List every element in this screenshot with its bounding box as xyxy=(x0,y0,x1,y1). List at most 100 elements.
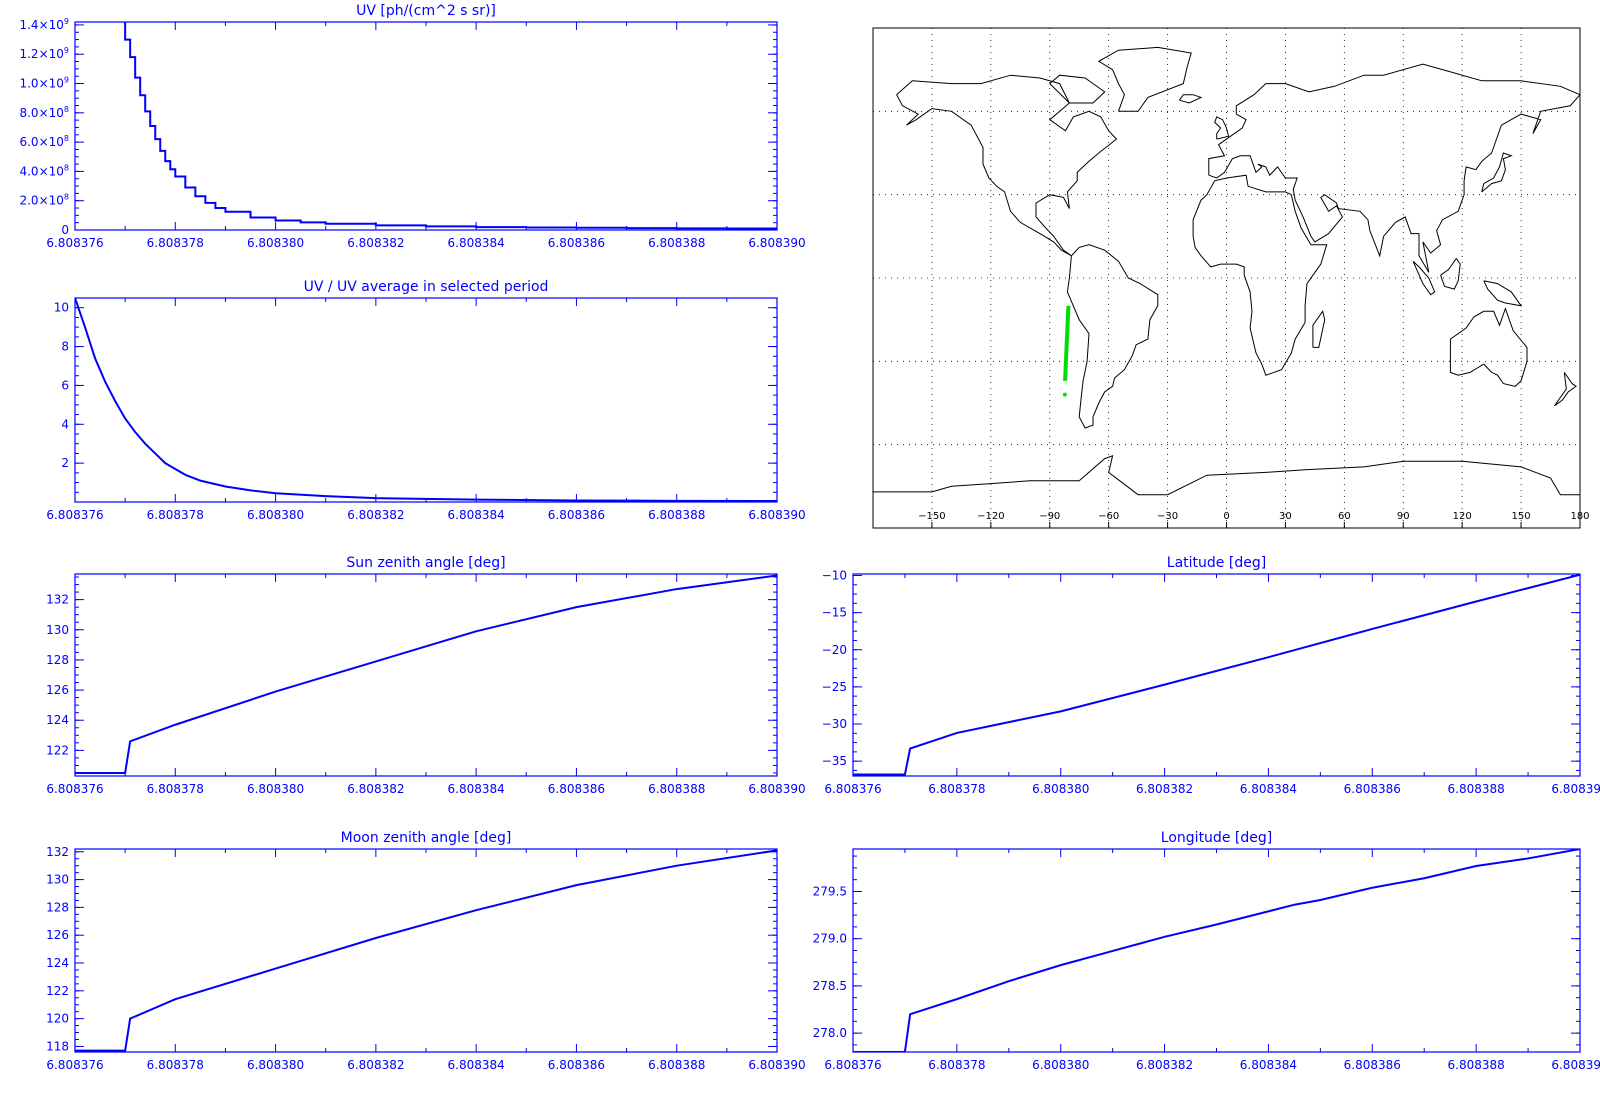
series-line xyxy=(75,298,777,502)
continent-north-america xyxy=(896,74,1118,257)
chart-title: Longitude [deg] xyxy=(1161,830,1272,846)
x-tick-label: 6.808378 xyxy=(147,236,204,250)
x-tick-label: 6.808388 xyxy=(648,782,705,796)
y-tick-label: 6.0×108 xyxy=(19,134,69,149)
chart-uvratio: UV / UV average in selected period 6.8083… xyxy=(46,279,805,522)
x-tick-label: 6.808386 xyxy=(548,1058,605,1072)
series-line xyxy=(853,849,1580,1052)
continent-new-zealand xyxy=(1554,372,1577,407)
map-lon-tick-label: 120 xyxy=(1453,511,1472,522)
continent-antarctica xyxy=(873,455,1580,496)
continent-sumatra xyxy=(1412,260,1436,296)
x-tick-label: 6.808382 xyxy=(347,236,404,250)
y-tick-label: 124 xyxy=(46,956,69,970)
x-tick-label: 6.808378 xyxy=(928,1058,985,1072)
y-tick-label: 278.5 xyxy=(813,979,847,993)
x-tick-label: 6.808388 xyxy=(648,508,705,522)
chart-sza: Sun zenith angle [deg] 6.808376 6.808378 6.… xyxy=(46,555,806,796)
y-tick-label: 2 xyxy=(61,456,69,470)
x-tick-label: 6.808386 xyxy=(548,508,605,522)
y-tick-label: 2.0×108 xyxy=(19,193,69,208)
satellite-track xyxy=(1063,305,1071,381)
y-tick-label: 132 xyxy=(46,593,69,607)
chart-lon: Longitude [deg] 6.808376 6.808378 6.808380 6… xyxy=(813,830,1600,1072)
y-tick-label: 1.2×109 xyxy=(19,46,69,61)
y-tick-label: 1.4×109 xyxy=(19,17,69,32)
y-tick-label: 8.0×108 xyxy=(19,105,69,120)
continent-eurasia xyxy=(1208,63,1581,273)
y-tick-label: 279.0 xyxy=(813,932,847,946)
x-tick-label: 6.808390 xyxy=(748,508,805,522)
map-frame xyxy=(872,27,1581,529)
continent-iceland xyxy=(1178,94,1203,104)
map-lon-tick-label: 30 xyxy=(1279,511,1292,522)
continent-uk xyxy=(1214,116,1230,140)
x-tick-label: 6.808388 xyxy=(648,1058,705,1072)
map-lon-tick-label: 180 xyxy=(1570,511,1589,522)
x-tick-label: 6.808384 xyxy=(448,508,505,522)
x-tick-label: 6.808386 xyxy=(1344,1058,1401,1072)
x-tick-label: 6.808376 xyxy=(46,1058,103,1072)
y-tick-label: 278.0 xyxy=(813,1026,847,1040)
y-tick-label: 122 xyxy=(46,743,69,757)
plot-frame xyxy=(852,848,1581,1053)
x-tick-label: 6.808390 xyxy=(748,236,805,250)
map-lon-tick-label: −150 xyxy=(918,511,945,522)
plot-frame xyxy=(74,573,778,777)
chart-mza: Moon zenith angle [deg] 6.808376 6.808378 6… xyxy=(46,830,806,1072)
y-tick-label: 6 xyxy=(61,378,69,392)
continent-africa xyxy=(1192,174,1328,376)
plot-frame xyxy=(852,573,1581,777)
y-tick-label: −10 xyxy=(822,568,847,582)
x-tick-label: 6.808380 xyxy=(247,236,304,250)
x-tick-label: 6.808382 xyxy=(1136,1058,1193,1072)
x-tick-label: 6.808384 xyxy=(1240,1058,1297,1072)
map-lon-tick-label: −60 xyxy=(1098,511,1119,522)
x-tick-label: 6.808376 xyxy=(46,236,103,250)
continent-greenland xyxy=(1097,46,1192,112)
continent-new-guinea xyxy=(1483,280,1523,307)
y-tick-label: −35 xyxy=(822,754,847,768)
y-tick-label: 130 xyxy=(46,873,69,887)
continent-madagascar xyxy=(1312,310,1326,348)
x-tick-label: 6.808386 xyxy=(548,782,605,796)
map-lon-tick-label: 90 xyxy=(1397,511,1410,522)
y-tick-label: 4.0×108 xyxy=(19,163,69,178)
continent-baffin xyxy=(1049,74,1106,104)
x-tick-label: 6.808378 xyxy=(147,1058,204,1072)
continent-south-america xyxy=(1066,244,1159,429)
y-tick-label: 130 xyxy=(46,623,69,637)
y-tick-label: 128 xyxy=(46,900,69,914)
y-tick-label: 0 xyxy=(61,223,69,237)
x-tick-label: 6.808380 xyxy=(247,508,304,522)
x-tick-label: 6.808380 xyxy=(247,782,304,796)
x-tick-label: 6.808378 xyxy=(147,508,204,522)
y-tick-label: 122 xyxy=(46,984,69,998)
x-tick-label: 6.808386 xyxy=(1344,782,1401,796)
y-tick-label: 128 xyxy=(46,653,69,667)
y-tick-label: 132 xyxy=(46,845,69,859)
x-tick-label: 6.808380 xyxy=(1032,1058,1089,1072)
x-tick-label: 6.808376 xyxy=(46,782,103,796)
world-map: −150 −120 −90 −60 −30 0 30 60 90 120 150 180 xyxy=(872,27,1590,529)
x-tick-label: 6.808390 xyxy=(748,782,805,796)
y-tick-label: −20 xyxy=(822,643,847,657)
x-tick-label: 6.808376 xyxy=(46,508,103,522)
x-tick-label: 6.808384 xyxy=(448,236,505,250)
chart-lat: Latitude [deg] 6.808376 6.808378 6.808380 6.… xyxy=(822,555,1600,796)
y-tick-label: 10 xyxy=(54,301,69,315)
x-tick-label: 6.808390 xyxy=(1551,782,1600,796)
map-lon-tick-label: −90 xyxy=(1039,511,1060,522)
x-tick-label: 6.808376 xyxy=(824,1058,881,1072)
y-tick-label: −30 xyxy=(822,717,847,731)
x-tick-label: 6.808380 xyxy=(247,1058,304,1072)
map-lon-tick-label: −30 xyxy=(1157,511,1178,522)
x-tick-label: 6.808388 xyxy=(1448,1058,1505,1072)
x-tick-label: 6.808386 xyxy=(548,236,605,250)
map-lon-tick-label: −120 xyxy=(977,511,1004,522)
continent-japan xyxy=(1481,152,1513,193)
map-lon-tick-label: 0 xyxy=(1223,511,1229,522)
continent-indonesia-borneo xyxy=(1440,257,1461,290)
y-tick-label: 4 xyxy=(61,417,69,431)
map-lon-tick-label: 60 xyxy=(1338,511,1351,522)
